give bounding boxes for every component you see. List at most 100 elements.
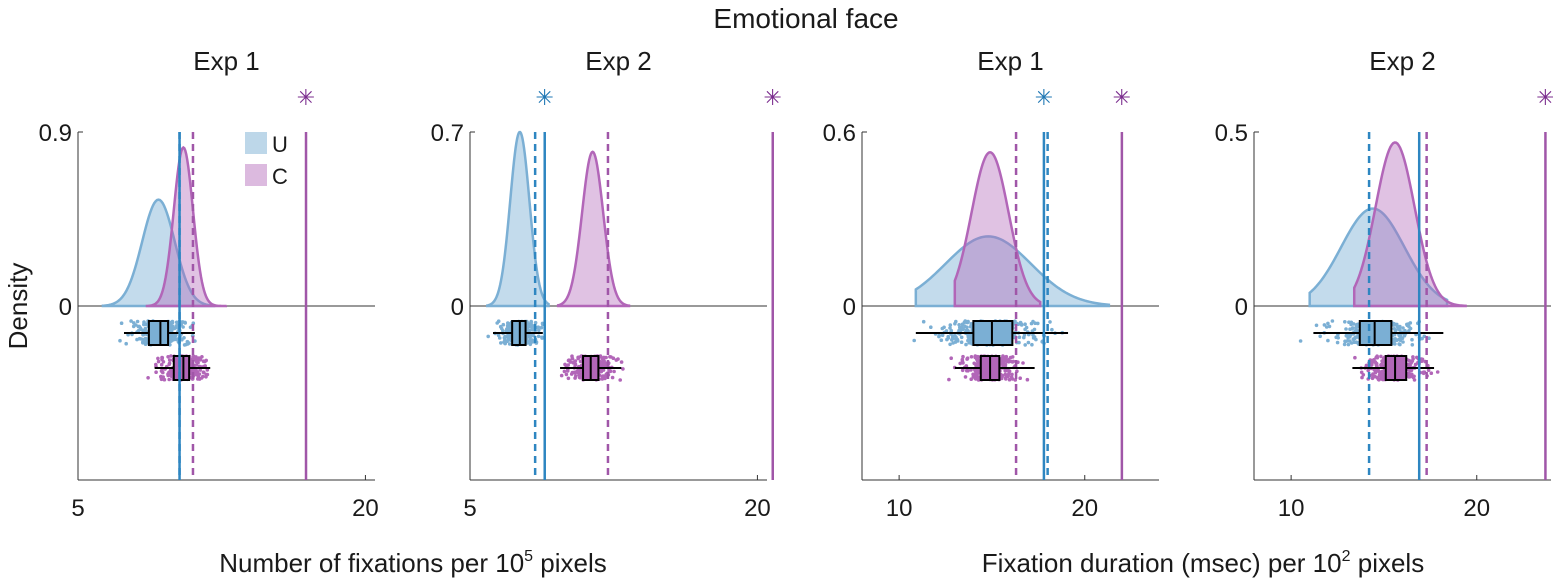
jitter-point — [963, 319, 967, 323]
jitter-point — [961, 361, 965, 365]
jitter-point — [528, 341, 533, 346]
jitter-point — [969, 355, 974, 359]
jitter-point — [1354, 326, 1358, 330]
jitter-point — [505, 339, 510, 344]
x-tick-label: 10 — [886, 495, 913, 522]
jitter-point — [1347, 320, 1351, 325]
jitter-point — [1326, 321, 1330, 326]
jitter-point — [173, 337, 177, 342]
jitter-point — [1407, 374, 1412, 379]
jitter-point — [961, 327, 966, 332]
jitter-point — [536, 325, 541, 330]
jitter-point — [1377, 369, 1381, 374]
jitter-point — [169, 354, 173, 358]
jitter-point — [167, 370, 171, 375]
jitter-point — [174, 320, 179, 325]
jitter-point — [183, 320, 187, 325]
jitter-point — [1335, 340, 1340, 345]
jitter-point — [598, 361, 603, 366]
jitter-point — [1004, 358, 1008, 362]
jitter-point — [1344, 327, 1348, 331]
jitter-point — [960, 368, 965, 373]
jitter-point — [577, 372, 581, 377]
jitter-point — [194, 363, 199, 367]
x-tick-label: 10 — [1278, 495, 1305, 522]
jitter-point — [528, 338, 533, 343]
jitter-point — [1350, 327, 1355, 331]
jitter-point — [142, 337, 147, 342]
jitter-point — [1393, 342, 1397, 346]
jitter-point — [1026, 340, 1031, 345]
jitter-point — [1391, 323, 1396, 327]
x-axis-label-duration: Fixation duration (msec) per 102 pixels — [982, 548, 1424, 578]
jitter-point — [1314, 323, 1319, 328]
jitter-point — [496, 333, 501, 338]
jitter-point — [536, 334, 541, 339]
jitter-point — [136, 328, 141, 333]
jitter-point — [137, 324, 141, 329]
jitter-point — [197, 377, 202, 381]
jitter-point — [201, 374, 205, 379]
box-c — [172, 355, 191, 381]
jitter-point — [1021, 361, 1025, 365]
jitter-point — [573, 362, 578, 367]
jitter-point — [1327, 324, 1332, 329]
panel-3: Exp 1 0.6 0 10 20 ✳ ✳ — [823, 46, 1159, 522]
jitter-point — [194, 355, 198, 359]
panels: Exp 1 0.9 0 5 20 ✳ Exp 2 0.7 0 5 20 ✳ ✳ Exp 1 0.6 0 10 20… — [39, 46, 1553, 522]
jitter-point — [949, 328, 954, 333]
jitter-point — [1398, 338, 1403, 343]
jitter-point — [939, 338, 944, 343]
jitter-point — [619, 360, 624, 364]
jitter-point — [1401, 340, 1405, 344]
jitter-point — [1324, 325, 1329, 329]
jitter-point — [1048, 320, 1052, 324]
jitter-point — [929, 325, 933, 330]
jitter-point — [961, 354, 965, 359]
jitter-point — [963, 375, 968, 379]
jitter-point — [960, 357, 965, 362]
jitter-point — [942, 325, 946, 330]
significance-star-c: ✳ — [297, 85, 315, 110]
jitter-point — [506, 321, 510, 325]
jitter-point — [1395, 338, 1399, 343]
jitter-point — [958, 361, 962, 366]
jitter-point — [576, 355, 580, 360]
jitter-point — [559, 373, 564, 378]
jitter-point — [1395, 324, 1399, 329]
jitter-point — [142, 320, 146, 324]
jitter-point — [197, 372, 202, 376]
jitter-point — [967, 334, 971, 339]
jitter-point — [1407, 362, 1411, 367]
jitter-point — [159, 362, 164, 367]
jitter-point — [540, 321, 545, 326]
jitter-point — [202, 370, 206, 375]
jitter-point — [577, 375, 582, 380]
y-tick-label: 0 — [59, 294, 72, 321]
jitter-point — [1006, 372, 1011, 377]
y-tick-label: 0.5 — [1215, 120, 1248, 147]
jitter-point — [969, 377, 973, 382]
jitter-point — [1342, 342, 1347, 347]
jitter-point — [1336, 336, 1340, 340]
jitter-point — [166, 355, 170, 359]
jitter-point — [957, 323, 961, 327]
jitter-point — [1377, 378, 1381, 382]
jitter-point — [959, 340, 964, 345]
jitter-point — [1412, 374, 1416, 379]
jitter-point — [526, 322, 531, 326]
significance-star-c: ✳ — [1113, 85, 1131, 110]
jitter-point — [167, 361, 172, 366]
jitter-point — [912, 338, 916, 343]
jitter-point — [1025, 377, 1030, 382]
jitter-point — [129, 319, 133, 323]
jitter-point — [1374, 361, 1379, 366]
jitter-point — [131, 324, 136, 329]
significance-star-c: ✳ — [764, 85, 782, 110]
jitter-point — [574, 374, 578, 378]
jitter-point — [167, 377, 171, 382]
jitter-point — [1426, 368, 1431, 373]
jitter-point — [976, 356, 980, 360]
jitter-point — [1000, 373, 1005, 378]
